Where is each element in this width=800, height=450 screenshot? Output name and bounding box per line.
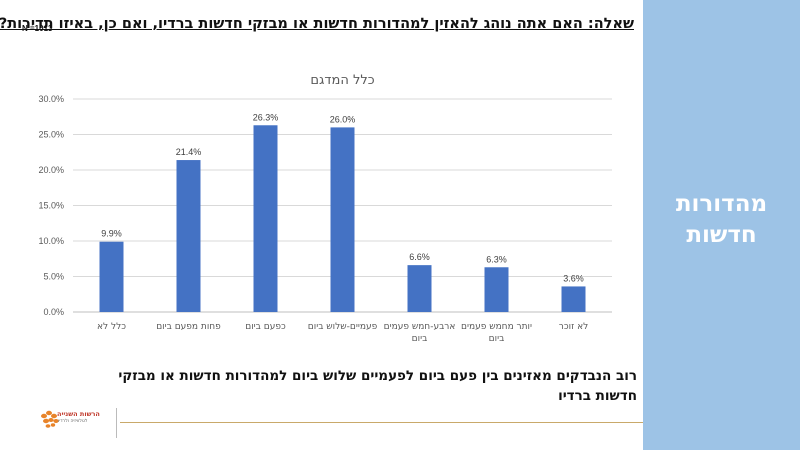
data-label: 6.3% <box>486 254 507 264</box>
y-tick-label: 25.0% <box>38 130 64 140</box>
x-tick-label: לא זוכר <box>559 322 588 332</box>
bar <box>407 265 432 312</box>
x-tick-label: כלל לא <box>97 322 126 332</box>
sample-size-label: N =1013 <box>22 24 53 33</box>
question-title: שאלה: האם אתה נוהג להאזין למהדורות חדשות… <box>0 16 634 32</box>
y-tick-label: 5.0% <box>43 272 64 282</box>
y-tick-label: 10.0% <box>38 236 64 246</box>
y-tick-label: 15.0% <box>38 201 64 211</box>
bar <box>176 160 201 312</box>
logo-tagline: לטלוויזיה ולרדיו <box>58 419 88 424</box>
x-tick-label: פחות מפעם ביום <box>156 322 221 332</box>
organization-logo-icon <box>41 410 59 428</box>
logo-name: הרשות השנייה <box>57 410 100 418</box>
data-label: 9.9% <box>101 229 122 239</box>
bar <box>330 127 355 313</box>
x-tick-label: כפעם ביום <box>245 322 286 332</box>
data-label: 21.4% <box>176 147 202 157</box>
side-panel: מהדורות חדשות <box>643 0 800 450</box>
y-tick-label: 0.0% <box>43 307 64 317</box>
bar-chart: כלל המדגם 0.0% 5.0% 10.0% 15.0% 20.0% 25.0% 30.… <box>38 73 612 344</box>
side-panel-title: מהדורות חדשות <box>675 190 768 248</box>
bar <box>99 241 124 312</box>
x-tick-label: פעמיים-שלוש ביום <box>308 322 378 332</box>
data-label: 3.6% <box>563 273 584 283</box>
x-tick-label: ארבע-חמש פעמים ביום <box>384 322 456 344</box>
conclusion-text: רוב הנבדקים מאזינים בין פעם ביום לפעמיים… <box>118 368 637 405</box>
bar <box>484 267 509 312</box>
bar <box>561 286 586 312</box>
data-label: 26.3% <box>253 112 279 122</box>
chart-title: כלל המדגם <box>310 73 374 88</box>
y-tick-label: 20.0% <box>38 165 64 175</box>
footer-line <box>120 422 643 423</box>
y-tick-label: 30.0% <box>38 94 64 104</box>
data-label: 26.0% <box>330 114 356 124</box>
logo-divider <box>116 408 117 438</box>
data-label: 6.6% <box>409 252 430 262</box>
x-tick-label: יותר מחמש פעמים ביום <box>461 322 532 344</box>
bar <box>253 125 278 313</box>
